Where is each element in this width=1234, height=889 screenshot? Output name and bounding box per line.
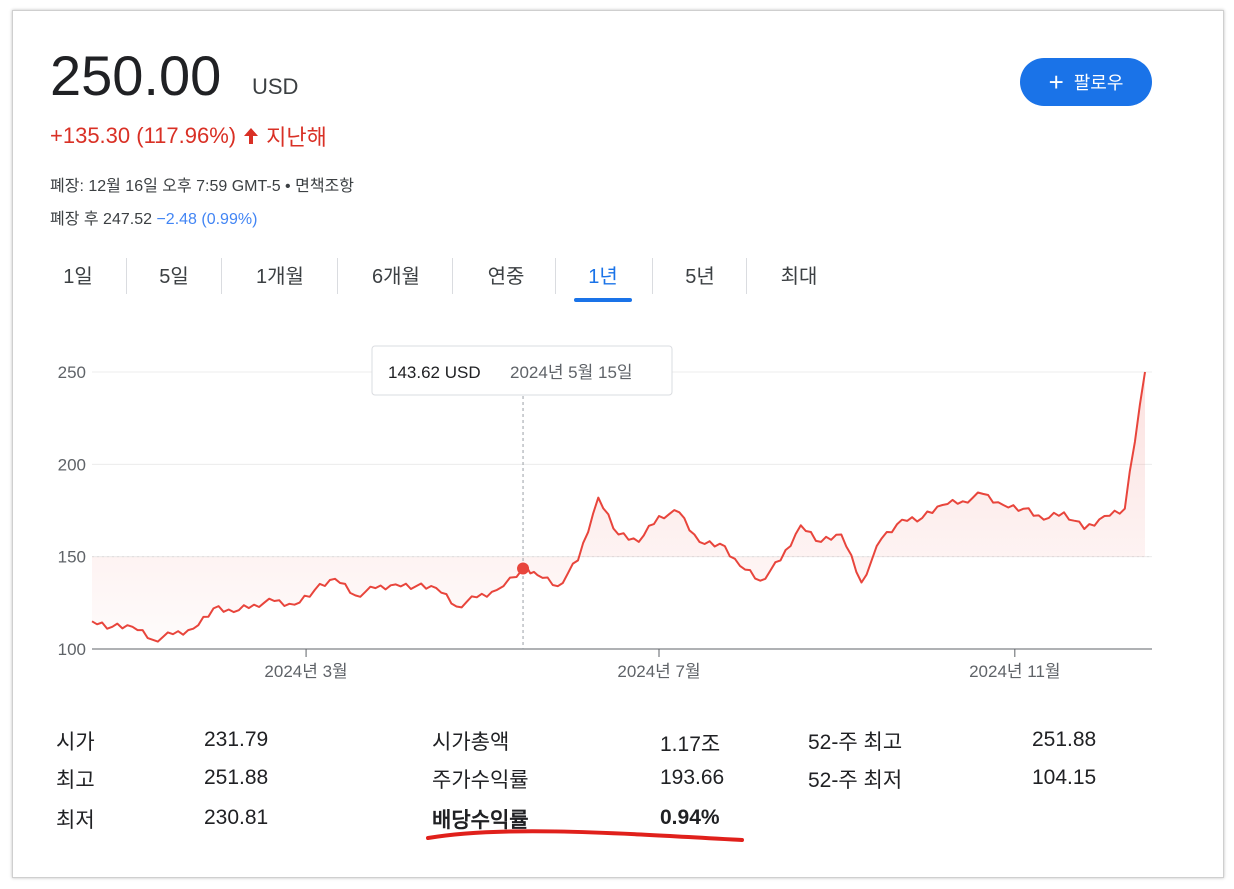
tab-divider: [337, 258, 338, 294]
stat-label: 최고: [56, 769, 95, 792]
range-tabs: 1일 5일 1개월 6개월 연중 1년 5년 최대: [40, 252, 880, 302]
stat-value: 104.15: [1032, 766, 1097, 789]
tab-label: 1일: [63, 265, 93, 288]
follow-label: 팔로우: [1073, 73, 1124, 93]
tab-label: 6개월: [372, 265, 420, 288]
active-tab-indicator: [574, 298, 632, 302]
after-hours-info: 폐장 후 247.52 −2.48 (0.99%): [50, 205, 257, 229]
stat-value: 231.79: [204, 728, 269, 751]
stat-label: 52-주 최고: [808, 731, 903, 754]
tab-divider: [126, 258, 127, 294]
plus-icon: +: [1048, 67, 1064, 97]
stat-value: 251.88: [1032, 728, 1097, 751]
follow-button[interactable]: + 팔로우: [1020, 58, 1152, 106]
change-period: 지난해: [266, 125, 327, 150]
y-tick-label: 150: [58, 548, 86, 567]
tab-1y[interactable]: 1년: [574, 252, 632, 302]
tab-divider: [746, 258, 747, 294]
tab-divider: [652, 258, 653, 294]
tab-label: 최대: [780, 265, 818, 288]
stat-value: 193.66: [660, 766, 725, 789]
stat-value: 230.81: [204, 806, 269, 829]
dividend-yield-value: 0.94%: [660, 806, 720, 829]
stat-label: 52-주 최저: [808, 769, 903, 792]
tab-label: 1개월: [256, 265, 304, 288]
x-tick-label: 2024년 11월: [969, 662, 1060, 681]
tab-ytd[interactable]: 연중: [462, 252, 550, 296]
tooltip-value: 143.62 USD: [388, 363, 481, 382]
currency-label: USD: [252, 74, 299, 99]
stat-label: 시가: [56, 731, 95, 754]
price-area: [92, 372, 1145, 642]
after-hours-price: 폐장 후 247.52: [50, 211, 152, 228]
change-value: +135.30 (117.96%): [50, 123, 237, 148]
close-info: 폐장: 12월 16일 오후 7:59 GMT-5 • 면책조항: [50, 178, 354, 195]
tab-divider: [452, 258, 453, 294]
tab-label: 연중: [487, 265, 525, 288]
tab-divider: [221, 258, 222, 294]
tab-label: 5일: [159, 265, 189, 288]
x-tick-label: 2024년 7월: [617, 662, 700, 681]
after-hours-change: −2.48 (0.99%): [156, 211, 258, 228]
x-tick-label: 2024년 3월: [264, 662, 347, 681]
y-tick-label: 200: [58, 455, 86, 474]
current-price: 250.00: [50, 44, 222, 107]
hover-point: [517, 562, 530, 575]
stock-card: [12, 10, 1224, 878]
stat-value: 1.17조: [660, 733, 721, 756]
stat-label: 최저: [56, 809, 95, 832]
tab-label: 5년: [685, 265, 715, 288]
price-change: +135.30 (117.96%) 지난해: [50, 120, 327, 152]
tooltip-date: 2024년 5월 15일: [510, 363, 633, 382]
tab-1m[interactable]: 1개월: [232, 252, 328, 296]
stat-label: 시가총액: [432, 731, 510, 754]
y-tick-label: 250: [58, 363, 86, 382]
tab-5d[interactable]: 5일: [136, 252, 212, 296]
price-line: [91, 371, 1146, 643]
highlight-underline: [426, 829, 744, 842]
tab-max[interactable]: 최대: [756, 252, 842, 296]
arrow-up-icon: [244, 128, 259, 144]
stat-value: 251.88: [204, 766, 269, 789]
dividend-yield-label: 배당수익률: [432, 809, 529, 832]
tab-label: 1년: [588, 265, 618, 288]
tab-1d[interactable]: 1일: [40, 252, 116, 296]
y-tick-label: 100: [58, 640, 86, 659]
tab-divider: [555, 258, 556, 294]
tab-5y[interactable]: 5년: [662, 252, 738, 296]
tooltip-box: [371, 345, 673, 396]
tab-6m[interactable]: 6개월: [348, 252, 444, 296]
stat-label: 주가수익률: [432, 769, 529, 792]
